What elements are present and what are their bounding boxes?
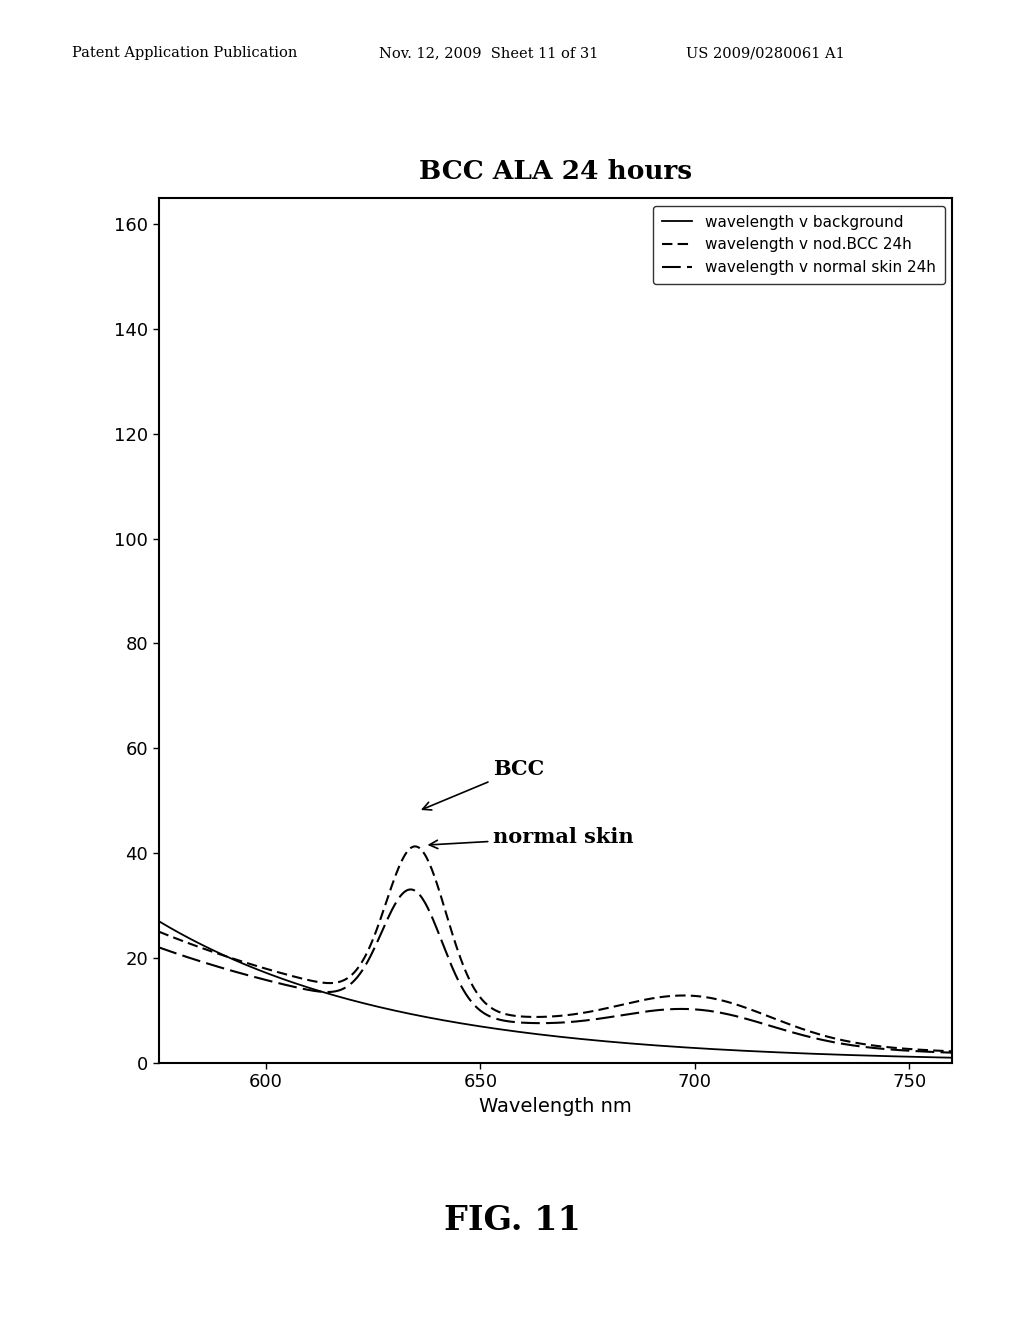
wavelength v normal skin 24h bbox=[622, 1006, 634, 1022]
X-axis label: Wavelength nm: Wavelength nm bbox=[479, 1097, 632, 1115]
wavelength v nod.BCC 24h bbox=[946, 1043, 958, 1059]
Text: FIG. 11: FIG. 11 bbox=[443, 1204, 581, 1238]
wavelength v nod.BCC 24h bbox=[684, 987, 696, 1003]
wavelength v normal skin 24h bbox=[356, 962, 369, 978]
wavelength v background bbox=[751, 1043, 763, 1059]
Line: wavelength v background: wavelength v background bbox=[159, 921, 952, 1057]
wavelength v background bbox=[356, 995, 369, 1011]
wavelength v normal skin 24h bbox=[153, 940, 165, 956]
wavelength v background bbox=[512, 1024, 524, 1040]
wavelength v background bbox=[683, 1040, 695, 1056]
wavelength v nod.BCC 24h bbox=[356, 953, 369, 969]
Text: US 2009/0280061 A1: US 2009/0280061 A1 bbox=[686, 46, 845, 61]
Text: Nov. 12, 2009  Sheet 11 of 31: Nov. 12, 2009 Sheet 11 of 31 bbox=[379, 46, 598, 61]
wavelength v normal skin 24h bbox=[684, 1001, 696, 1016]
wavelength v normal skin 24h bbox=[513, 1015, 525, 1031]
wavelength v nod.BCC 24h bbox=[622, 995, 634, 1011]
Line: wavelength v normal skin 24h: wavelength v normal skin 24h bbox=[159, 890, 952, 1052]
wavelength v background bbox=[946, 1049, 958, 1065]
wavelength v normal skin 24h bbox=[293, 979, 305, 995]
wavelength v nod.BCC 24h bbox=[752, 1005, 764, 1020]
wavelength v normal skin 24h bbox=[752, 1014, 764, 1030]
Line: wavelength v nod.BCC 24h: wavelength v nod.BCC 24h bbox=[159, 846, 952, 1051]
wavelength v nod.BCC 24h bbox=[153, 924, 165, 940]
wavelength v background bbox=[293, 977, 305, 993]
wavelength v normal skin 24h bbox=[946, 1044, 958, 1060]
wavelength v background bbox=[153, 913, 165, 929]
Title: BCC ALA 24 hours: BCC ALA 24 hours bbox=[419, 158, 692, 183]
Text: normal skin: normal skin bbox=[429, 828, 634, 849]
wavelength v nod.BCC 24h bbox=[409, 838, 421, 854]
wavelength v background bbox=[621, 1035, 633, 1051]
wavelength v nod.BCC 24h bbox=[513, 1008, 525, 1024]
Legend: wavelength v background, wavelength v nod.BCC 24h, wavelength v normal skin 24h: wavelength v background, wavelength v no… bbox=[652, 206, 945, 284]
wavelength v normal skin 24h bbox=[404, 882, 417, 898]
Text: BCC: BCC bbox=[423, 759, 545, 810]
Text: Patent Application Publication: Patent Application Publication bbox=[72, 46, 297, 61]
wavelength v nod.BCC 24h bbox=[293, 970, 305, 986]
